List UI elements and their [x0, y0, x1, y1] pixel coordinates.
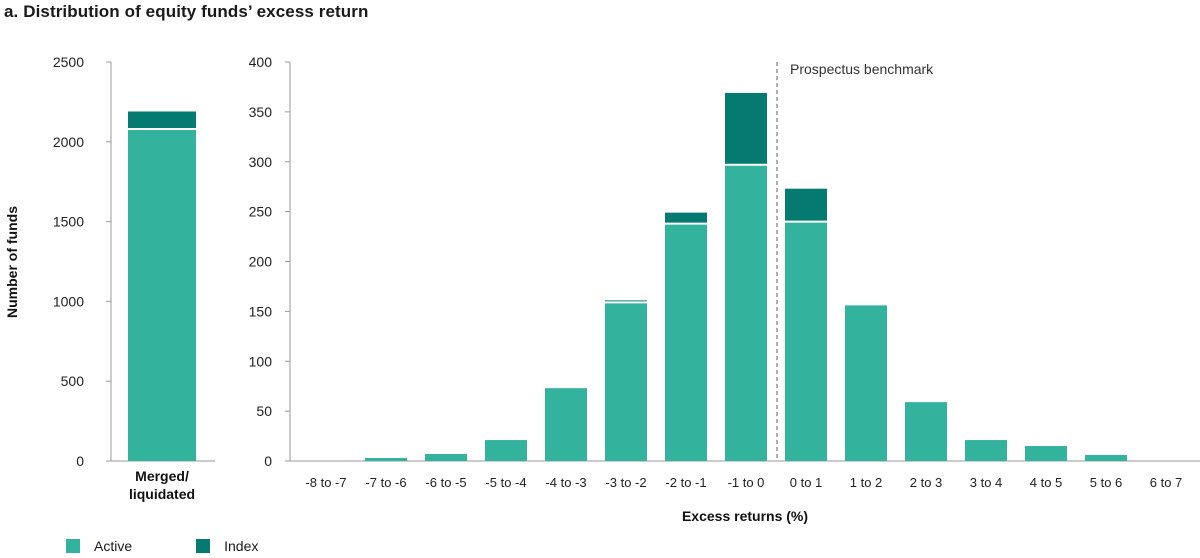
bar--3to-2-active — [605, 302, 647, 461]
bar-3to4-active — [965, 440, 1007, 461]
x-tick-label: 6 to 7 — [1150, 475, 1183, 490]
x-tick-label: -1 to 0 — [728, 475, 765, 490]
bar--5to-4-active — [485, 440, 527, 461]
bar--6to-5-active — [425, 454, 467, 461]
left-y-tick-label: 2000 — [53, 134, 84, 150]
bar-1to2-active — [845, 305, 887, 461]
bar-merged-active — [128, 129, 196, 462]
bar-0to1-index — [785, 188, 827, 222]
x-tick-label: 4 to 5 — [1030, 475, 1063, 490]
x-tick-label: 0 to 1 — [790, 475, 823, 490]
x-tick-label: 3 to 4 — [970, 475, 1003, 490]
x-axis-title: Excess returns (%) — [682, 508, 808, 524]
bar--2to-1-index — [665, 212, 707, 224]
x-tick-label: 1 to 2 — [850, 475, 883, 490]
right-y-tick-label: 100 — [249, 353, 273, 369]
left-y-tick-label: 2500 — [53, 54, 84, 70]
right-y-tick-label: 0 — [264, 453, 272, 469]
left-x-category-label: liquidated — [129, 486, 195, 502]
x-tick-label: -3 to -2 — [605, 475, 646, 490]
right-y-tick-label: 50 — [256, 403, 272, 419]
right-y-tick-label: 150 — [249, 303, 273, 319]
benchmark-annotation: Prospectus benchmark — [790, 61, 934, 77]
legend-label-index: Index — [224, 538, 259, 554]
right-y-tick-label: 200 — [249, 254, 273, 270]
bar-0to1-active — [785, 221, 827, 461]
bar-5to6-active — [1085, 455, 1127, 461]
legend-item-active: Active — [66, 538, 132, 554]
bar--1to0-index — [725, 92, 767, 165]
left-y-tick-label: 1000 — [53, 293, 84, 309]
left-y-tick-label: 0 — [76, 453, 84, 469]
bar-4to5-active — [1025, 446, 1067, 461]
right-y-tick-label: 400 — [249, 54, 273, 70]
legend-swatch-active — [66, 539, 80, 553]
legend: Active Index — [66, 538, 258, 554]
bar--4to-3-active — [545, 388, 587, 461]
bar--1to0-active — [725, 164, 767, 461]
x-tick-label: -2 to -1 — [665, 475, 706, 490]
legend-swatch-index — [196, 539, 211, 553]
bar--7to-6-active — [365, 458, 407, 461]
bar-2to3-active — [905, 402, 947, 461]
left-y-tick-label: 500 — [61, 373, 85, 389]
right-y-tick-label: 350 — [249, 104, 273, 120]
legend-item-index: Index — [196, 538, 258, 554]
left-x-category-label: Merged/ — [135, 468, 189, 484]
x-tick-label: -8 to -7 — [305, 475, 346, 490]
bar--2to-1-active — [665, 223, 707, 461]
left-y-tick-label: 1500 — [53, 214, 84, 230]
chart-title: a. Distribution of equity funds’ excess … — [4, 2, 369, 21]
x-tick-label: -4 to -3 — [545, 475, 586, 490]
x-tick-label: -6 to -5 — [425, 475, 466, 490]
legend-label-active: Active — [94, 538, 133, 554]
right-y-tick-label: 250 — [249, 204, 273, 220]
x-tick-label: 2 to 3 — [910, 475, 943, 490]
bar-merged-index — [128, 111, 196, 130]
y-axis-title: Number of funds — [4, 206, 20, 318]
chart-canvas: 05001000150020002500Merged/liquidatedNum… — [4, 54, 1200, 524]
right-y-tick-label: 300 — [249, 154, 273, 170]
x-tick-label: -7 to -6 — [365, 475, 406, 490]
x-tick-label: 5 to 6 — [1090, 475, 1123, 490]
x-tick-label: -5 to -4 — [485, 475, 526, 490]
